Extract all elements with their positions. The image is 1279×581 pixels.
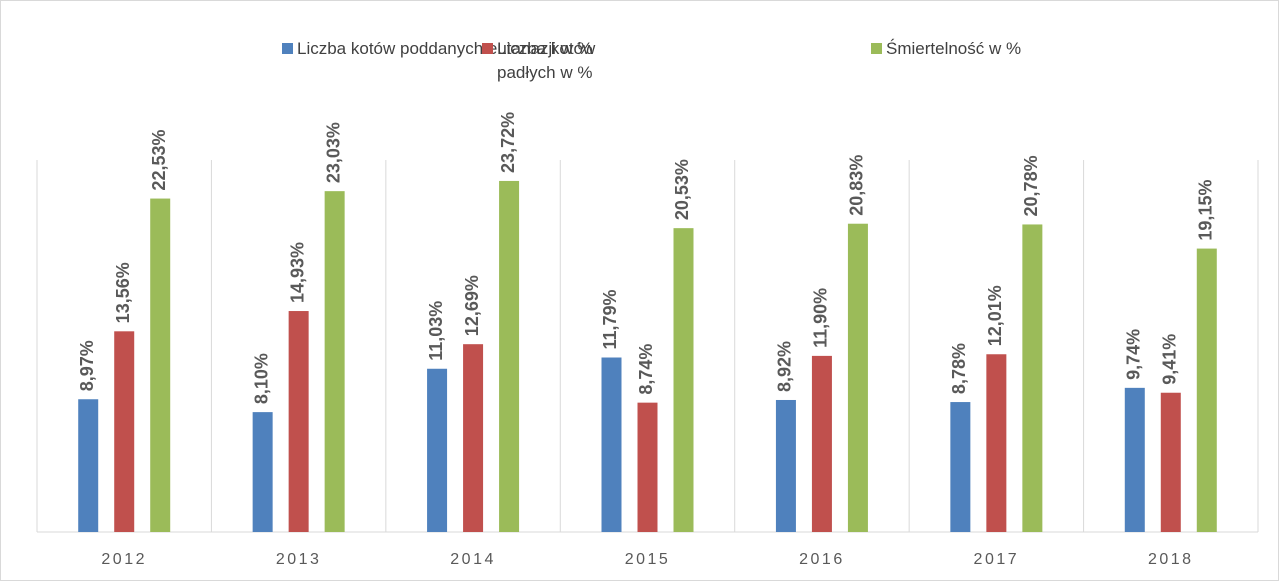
- bar: [950, 402, 971, 532]
- data-label: 8,97%: [77, 340, 97, 391]
- bar: [463, 344, 484, 532]
- bar: [499, 180, 520, 532]
- legend-item: Śmiertelność w %: [871, 37, 1041, 61]
- data-label: 20,78%: [1021, 155, 1041, 216]
- bar: [150, 198, 171, 532]
- legend-swatch: [282, 43, 293, 54]
- legend-swatch: [482, 43, 493, 54]
- legend-label: Śmiertelność w %: [886, 39, 1022, 58]
- x-tick-label: 2017: [974, 551, 1020, 568]
- data-label: 13,56%: [113, 262, 133, 323]
- data-label: 11,03%: [426, 301, 446, 361]
- bar: [288, 311, 309, 532]
- x-tick-label: 2016: [799, 551, 845, 568]
- legend-swatch: [871, 43, 882, 54]
- data-label: 11,79%: [600, 289, 620, 349]
- legend-item: Liczba kotów poddanych eutanazji w %: [282, 37, 642, 61]
- data-label: 8,74%: [636, 344, 656, 395]
- data-label: 8,92%: [775, 341, 795, 392]
- bar: [637, 402, 658, 532]
- bar: [1196, 248, 1217, 532]
- data-label: 20,83%: [847, 155, 867, 216]
- data-label: 12,69%: [462, 275, 482, 336]
- bar: [1160, 392, 1181, 532]
- x-tick-label: 2015: [625, 551, 671, 568]
- bar: [811, 355, 832, 532]
- bar: [601, 357, 622, 532]
- data-label: 14,93%: [287, 242, 307, 303]
- bar: [114, 331, 135, 532]
- legend-label: Liczba kotów padłych w %: [497, 39, 596, 82]
- data-label: 9,74%: [1124, 329, 1144, 380]
- data-label: 8,78%: [949, 343, 969, 394]
- data-label: 20,53%: [672, 159, 692, 220]
- bar: [1124, 387, 1145, 532]
- legend-label: Liczba kotów poddanych eutanazji w %: [297, 39, 593, 58]
- data-label: 19,15%: [1196, 180, 1216, 241]
- bar: [252, 412, 273, 532]
- data-label: 23,03%: [323, 122, 343, 183]
- bar: [847, 223, 868, 532]
- data-label: 8,10%: [251, 353, 271, 404]
- bar: [673, 228, 694, 532]
- x-tick-label: 2018: [1148, 551, 1194, 568]
- bar: [78, 399, 99, 532]
- bar: [1022, 224, 1043, 532]
- data-label: 11,90%: [811, 288, 831, 348]
- x-tick-label: 2013: [276, 551, 322, 568]
- x-tick-label: 2014: [450, 551, 496, 568]
- x-tick-label: 2012: [101, 551, 147, 568]
- data-label: 9,41%: [1160, 334, 1180, 385]
- data-label: 23,72%: [498, 112, 518, 173]
- bar: [427, 368, 448, 532]
- legend-item: Liczba kotów padłych w %: [482, 37, 632, 85]
- data-label: 22,53%: [149, 129, 169, 190]
- data-label: 12,01%: [985, 285, 1005, 346]
- bar: [986, 354, 1007, 532]
- bar: [324, 191, 345, 532]
- bar: [775, 399, 796, 532]
